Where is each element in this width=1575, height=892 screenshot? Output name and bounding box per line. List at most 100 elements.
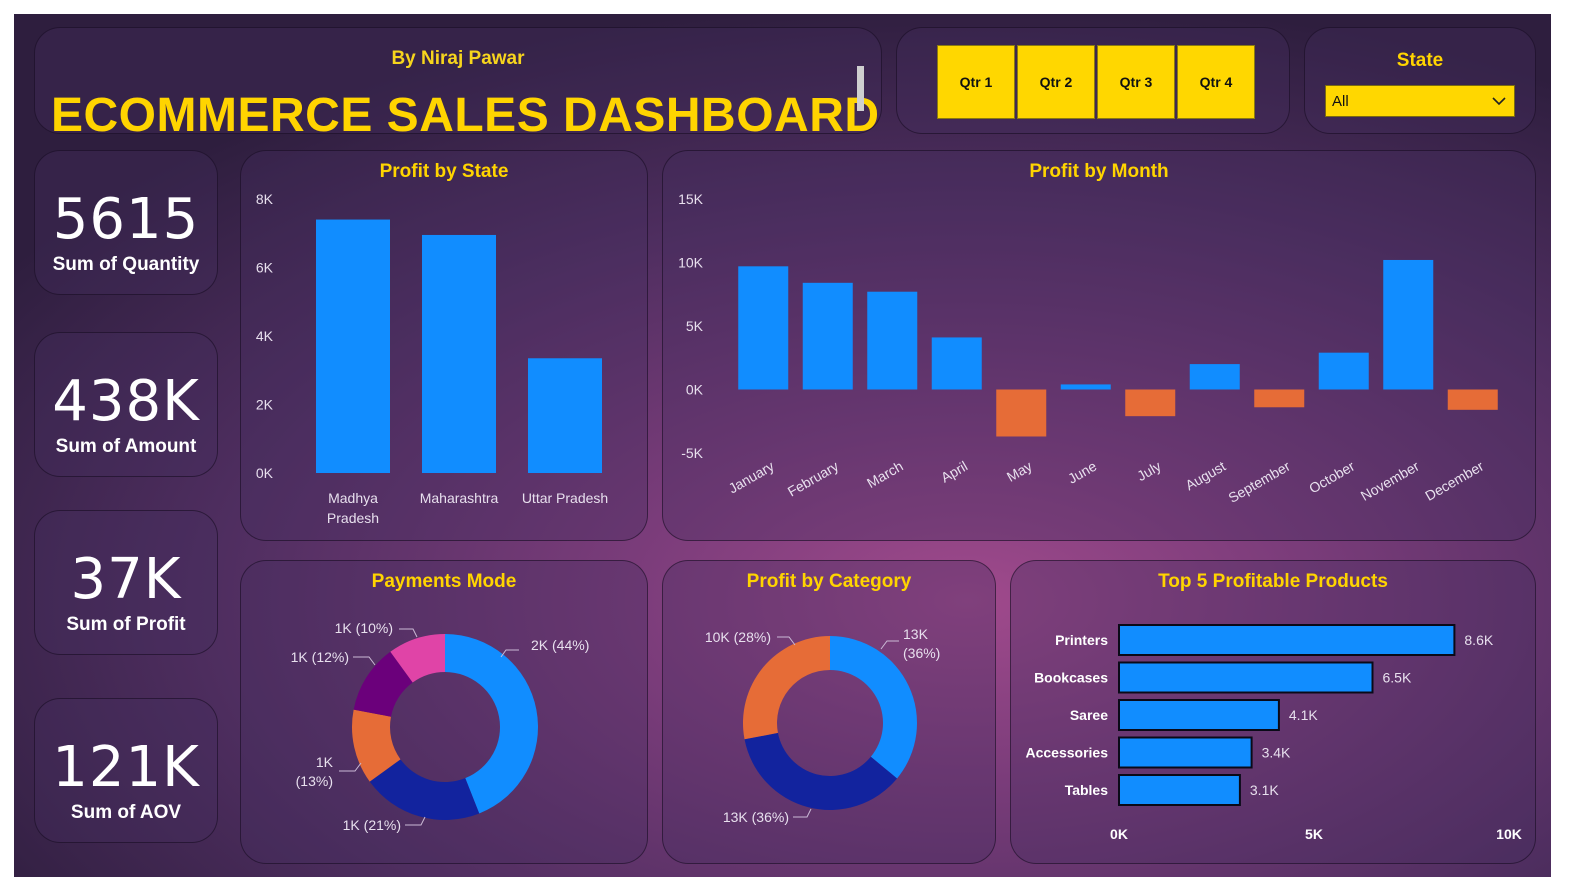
bar-may bbox=[996, 389, 1047, 437]
bar-march bbox=[867, 291, 918, 390]
dashboard-title: ECOMMERCE SALES DASHBOARD bbox=[51, 89, 880, 142]
y-tick-label: 2K bbox=[256, 397, 274, 413]
chevron-down-icon bbox=[1492, 97, 1506, 106]
donut-slice bbox=[445, 634, 538, 814]
x-tick-label: May bbox=[1004, 458, 1035, 485]
donut-slice bbox=[830, 636, 917, 779]
data-label: 1K (10%) bbox=[335, 620, 393, 636]
bar-saree bbox=[1118, 699, 1280, 731]
x-tick-label: Pradesh bbox=[327, 510, 379, 526]
kpi-label: Sum of Quantity bbox=[52, 254, 200, 275]
bar-april bbox=[931, 337, 982, 390]
bar-maharashtra bbox=[422, 234, 496, 473]
kpi-value: 5615 bbox=[52, 187, 200, 252]
x-tick-label: January bbox=[726, 458, 777, 497]
qtr-2-button[interactable]: Qtr 2 bbox=[1017, 45, 1095, 119]
donut-slice bbox=[353, 651, 413, 717]
profit-by-state-panel: Profit by State 0K 2K 4K 6K 8K Madhya Pradesh M… bbox=[240, 150, 648, 541]
chart-title: Profit by State bbox=[379, 161, 509, 182]
data-label: 1K (21%) bbox=[343, 817, 401, 833]
data-label: (36%) bbox=[903, 645, 940, 661]
bar-july bbox=[1125, 389, 1176, 417]
title-panel: By Niraj Pawar ECOMMERCE SALES DASHBOARD bbox=[34, 27, 882, 142]
data-label: 6.5K bbox=[1383, 670, 1412, 686]
bar-october bbox=[1318, 352, 1369, 390]
payments-mode-panel: Payments Mode 2K (44%) 1K (21%) 1K (13%) 1K … bbox=[240, 560, 648, 864]
y-category-label: Accessories bbox=[1025, 745, 1108, 761]
x-tick-label: 5K bbox=[1305, 826, 1323, 842]
bar-accessories bbox=[1118, 736, 1253, 769]
x-tick-label: November bbox=[1358, 458, 1422, 504]
data-label: 13K (36%) bbox=[723, 809, 789, 825]
qtr-4-button[interactable]: Qtr 4 bbox=[1177, 45, 1255, 119]
x-tick-label: July bbox=[1134, 458, 1164, 484]
qtr-1-button[interactable]: Qtr 1 bbox=[937, 45, 1015, 119]
y-tick-label: 0K bbox=[256, 465, 274, 481]
bar-november bbox=[1383, 259, 1434, 390]
x-tick-label: December bbox=[1422, 458, 1486, 504]
y-tick-label: 8K bbox=[256, 191, 274, 207]
bar-december bbox=[1447, 389, 1498, 410]
scrollbar-thumb[interactable] bbox=[857, 66, 864, 111]
bar-madhya-pradesh bbox=[316, 219, 390, 473]
chart-title: Top 5 Profitable Products bbox=[1158, 571, 1388, 592]
x-tick-label: August bbox=[1182, 458, 1228, 494]
author-byline: By Niraj Pawar bbox=[391, 48, 525, 69]
x-tick-label: June bbox=[1065, 458, 1099, 487]
x-tick-label: Madhya bbox=[328, 490, 378, 506]
profit-by-month-chart: -5K 0K 5K 10K 15K January February March April Ma… bbox=[678, 191, 1498, 506]
leader-line bbox=[399, 628, 418, 638]
data-label: 8.6K bbox=[1464, 632, 1493, 648]
y-tick-label: -5K bbox=[681, 445, 703, 461]
leader-line bbox=[405, 816, 426, 826]
state-dropdown[interactable]: All bbox=[1325, 85, 1515, 117]
kpi-card-profit: 37K Sum of Profit bbox=[34, 510, 218, 655]
data-label: 4.1K bbox=[1289, 707, 1318, 723]
donut-slice bbox=[744, 732, 898, 810]
leader-line bbox=[880, 640, 899, 650]
y-category-label: Tables bbox=[1065, 782, 1109, 798]
bar-bookcases bbox=[1118, 661, 1374, 694]
kpi-label: Sum of Profit bbox=[66, 614, 186, 635]
leader-line bbox=[353, 656, 376, 666]
x-tick-label: 10K bbox=[1496, 826, 1522, 842]
profit-by-category-chart: 13K (36%) 13K (36%) 10K (28%) bbox=[705, 626, 941, 825]
data-label: (13%) bbox=[296, 773, 333, 789]
profit-by-month-panel: Profit by Month -5K 0K 5K 10K 15K January Febr… bbox=[662, 150, 1536, 541]
bar-january bbox=[738, 266, 789, 390]
donut-slice bbox=[369, 759, 480, 820]
top-products-panel: Top 5 Profitable Products Printers 8.6K Bo… bbox=[1010, 560, 1536, 864]
state-slicer-label: State bbox=[1396, 50, 1444, 71]
y-category-label: Saree bbox=[1070, 707, 1108, 723]
bar-tables bbox=[1118, 774, 1241, 806]
chart-title: Profit by Month bbox=[1029, 161, 1169, 182]
bar-uttar-pradesh bbox=[528, 358, 602, 473]
donut-slice bbox=[352, 709, 401, 782]
bar-august bbox=[1189, 364, 1240, 390]
x-tick-label: March bbox=[864, 458, 906, 491]
chart-title: Payments Mode bbox=[371, 571, 517, 592]
x-tick-label: 0K bbox=[1110, 826, 1128, 842]
donut-slice bbox=[743, 636, 830, 740]
leader-line bbox=[777, 636, 796, 646]
profit-by-category-panel: Profit by Category 13K (36%) 13K (36%) 10K … bbox=[662, 560, 996, 864]
x-tick-label: September bbox=[1225, 458, 1293, 506]
x-tick-label: February bbox=[785, 458, 842, 500]
leader-line bbox=[500, 649, 519, 658]
x-tick-label: Maharashtra bbox=[420, 490, 499, 506]
y-tick-label: 0K bbox=[686, 382, 704, 398]
quarter-slicer: Qtr 1 Qtr 2 Qtr 3 Qtr 4 bbox=[896, 27, 1290, 134]
top-products-chart: Printers 8.6K Bookcases 6.5K Saree 4.1K Access… bbox=[1025, 624, 1522, 842]
y-tick-label: 10K bbox=[678, 255, 704, 271]
bar-june bbox=[1060, 384, 1111, 390]
y-tick-label: 6K bbox=[256, 260, 274, 276]
y-tick-label: 15K bbox=[678, 191, 704, 207]
chart-title: Profit by Category bbox=[746, 571, 912, 592]
kpi-label: Sum of Amount bbox=[55, 436, 197, 457]
donut-slice bbox=[390, 634, 445, 683]
data-label: 10K (28%) bbox=[705, 629, 771, 645]
y-category-label: Printers bbox=[1055, 632, 1108, 648]
kpi-value: 121K bbox=[52, 735, 200, 800]
qtr-3-button[interactable]: Qtr 3 bbox=[1097, 45, 1175, 119]
bar-printers bbox=[1118, 624, 1456, 656]
